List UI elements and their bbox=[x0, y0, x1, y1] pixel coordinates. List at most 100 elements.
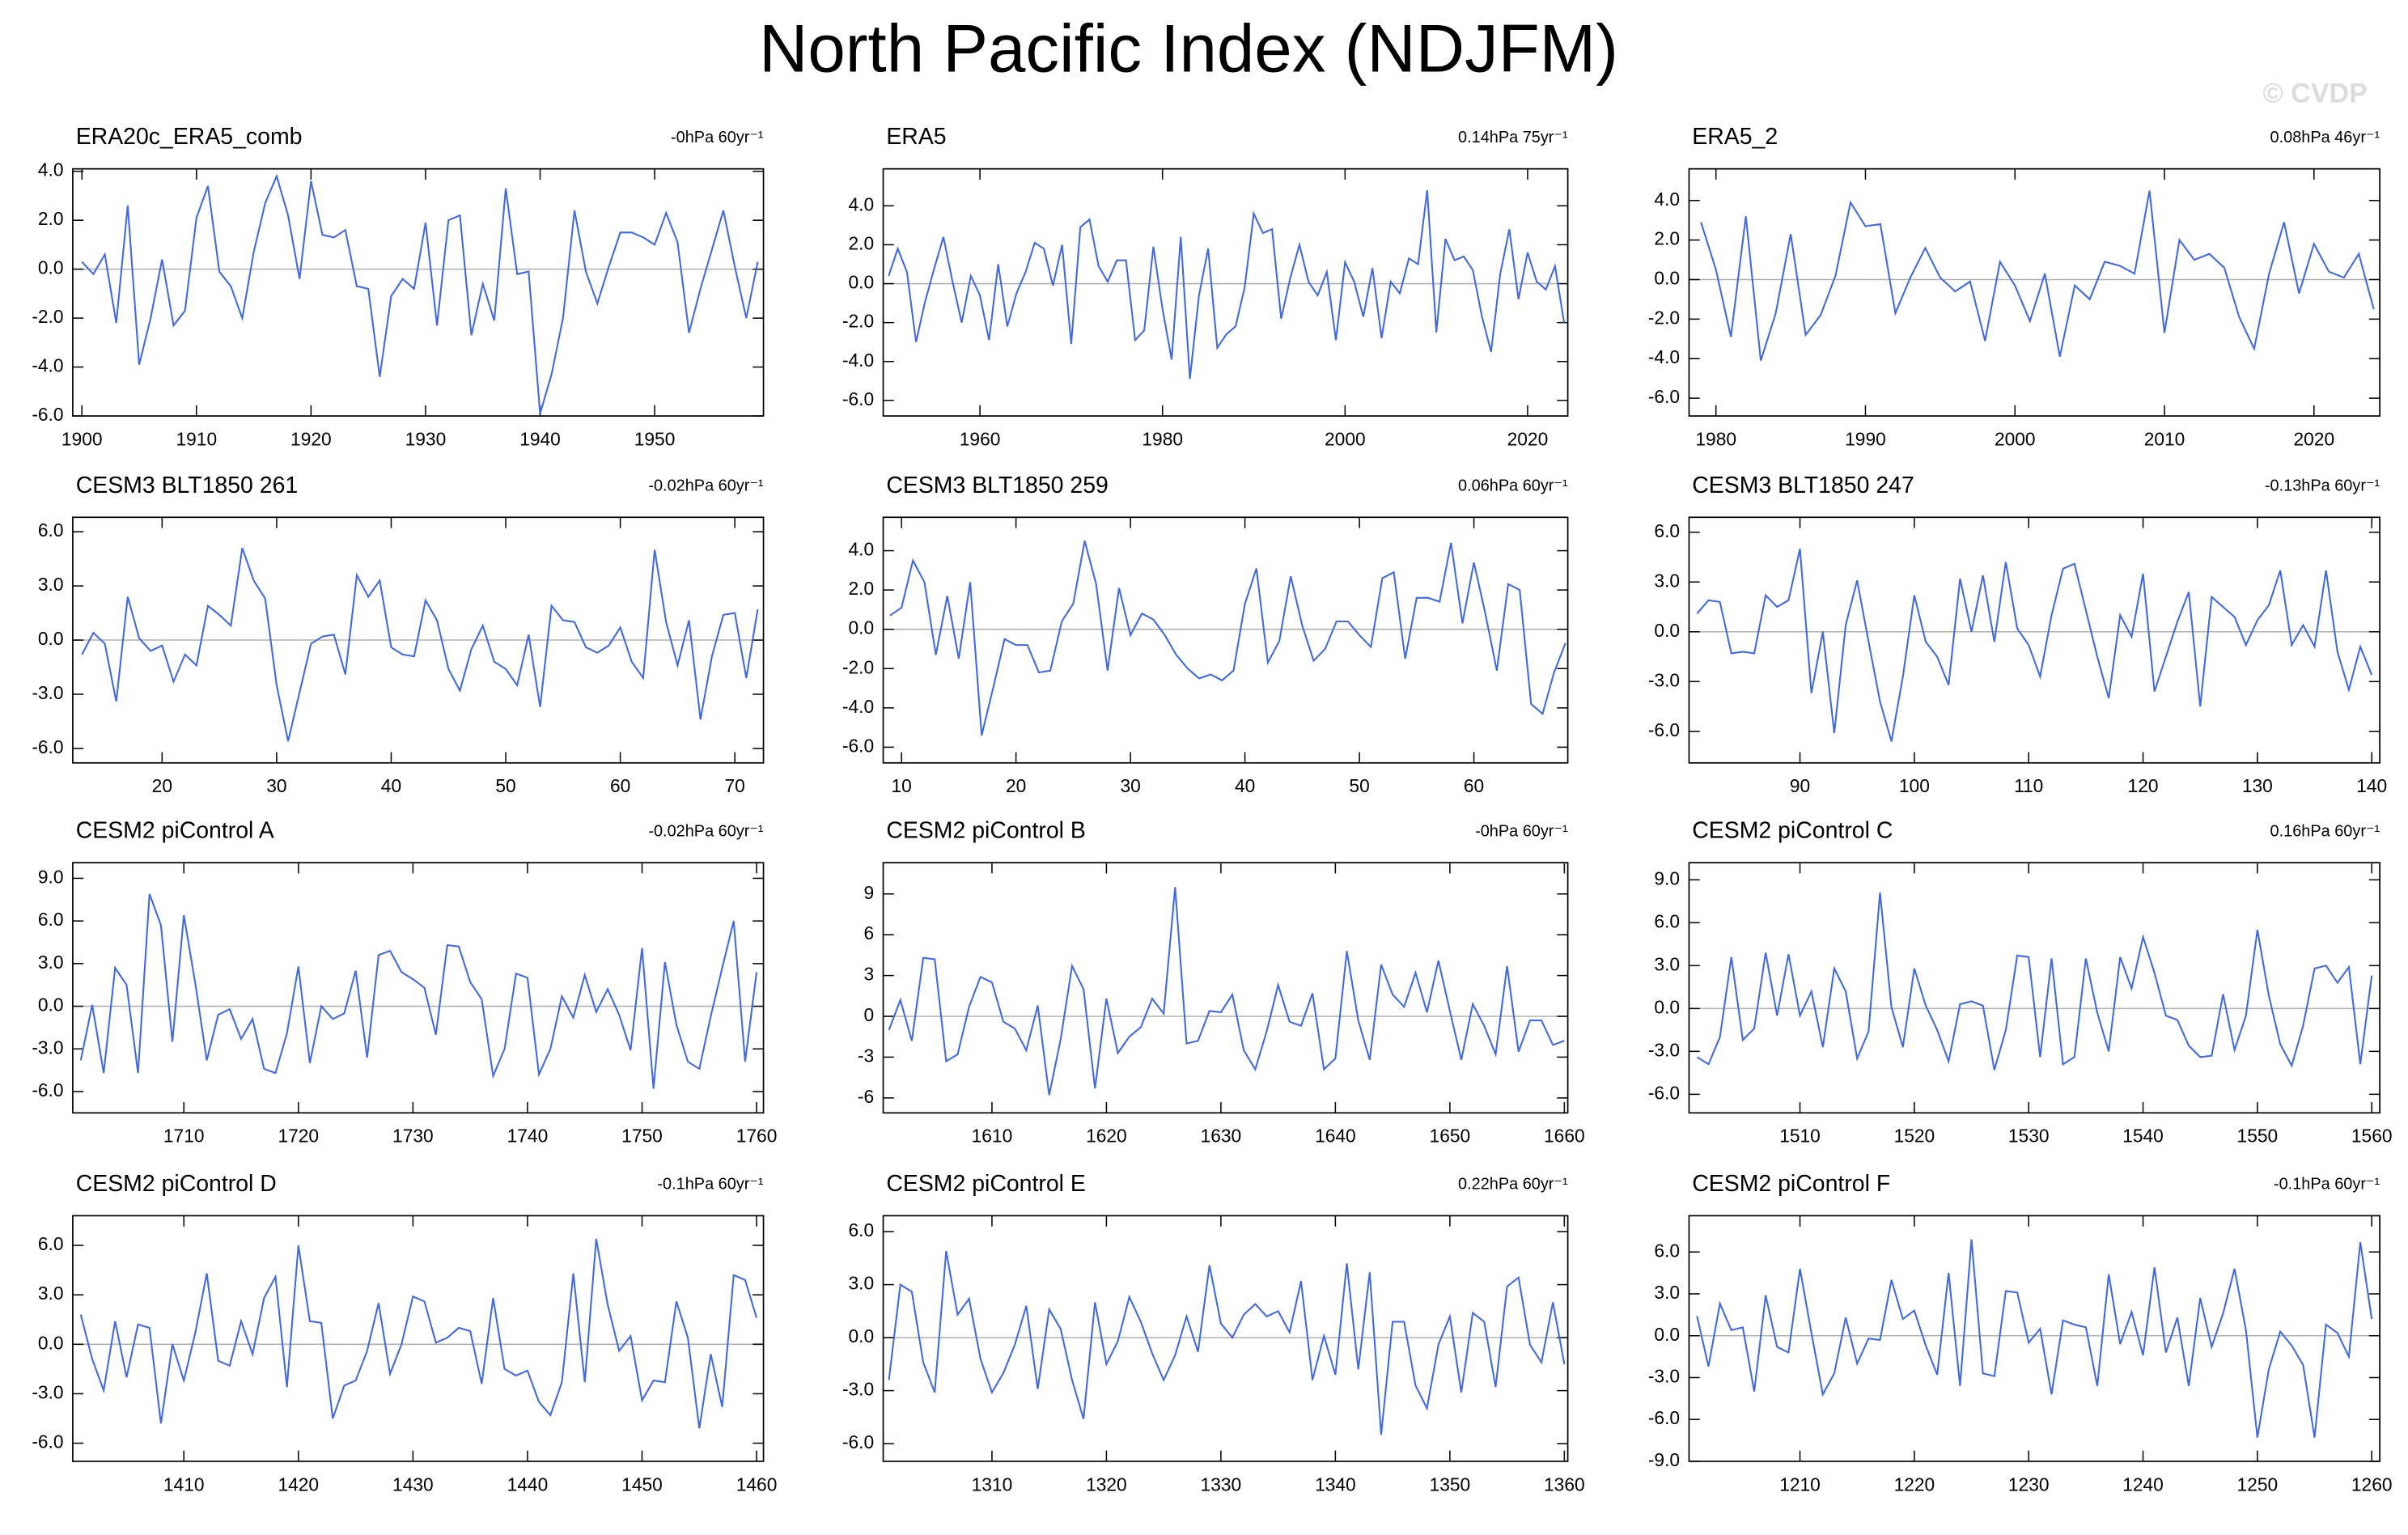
y-tick-label: 3.0 bbox=[1654, 1282, 1680, 1303]
x-tick-label: 1310 bbox=[972, 1474, 1013, 1495]
y-tick-label: 3.0 bbox=[1654, 953, 1680, 974]
y-tick-label: -3.0 bbox=[1648, 1365, 1680, 1386]
y-tick-label: 0.0 bbox=[1654, 1324, 1680, 1345]
panel-title: CESM3 BLT1850 261 bbox=[76, 473, 299, 498]
x-tick-label: 60 bbox=[610, 775, 630, 796]
y-tick-label: 3.0 bbox=[38, 952, 64, 973]
y-tick-label: 0.0 bbox=[38, 1332, 64, 1353]
trend-annotation: -0hPa 60yr⁻¹ bbox=[1475, 822, 1568, 840]
y-tick-label: 4.0 bbox=[38, 159, 64, 180]
x-tick-label: 10 bbox=[892, 775, 912, 796]
plot-frame bbox=[72, 167, 765, 417]
x-tick-label: 1530 bbox=[2008, 1126, 2050, 1147]
x-tick-label: 140 bbox=[2356, 775, 2387, 796]
trend-annotation: -0.13hPa 60yr⁻¹ bbox=[2265, 477, 2380, 495]
y-tick-label: 3.0 bbox=[849, 1273, 875, 1294]
y-tick-label: 0 bbox=[863, 1004, 874, 1025]
y-tick-label: -6.0 bbox=[1648, 719, 1680, 740]
trend-annotation: -0.02hPa 60yr⁻¹ bbox=[648, 822, 764, 840]
y-tick-label: 3.0 bbox=[38, 1283, 64, 1304]
panel-title: CESM2 piControl E bbox=[886, 1171, 1086, 1197]
y-tick-label: 6.0 bbox=[38, 909, 64, 930]
x-tick-label: 1720 bbox=[278, 1126, 319, 1147]
x-tick-label: 1660 bbox=[1544, 1126, 1585, 1147]
y-tick-label: 9.0 bbox=[1654, 867, 1680, 888]
y-tick-label: -3 bbox=[858, 1045, 874, 1066]
x-tick-label: 120 bbox=[2128, 775, 2159, 796]
y-tick-label: -6.0 bbox=[32, 736, 63, 757]
trend-annotation: 0.08hPa 46yr⁻¹ bbox=[2270, 129, 2380, 146]
y-tick-label: -4.0 bbox=[842, 696, 874, 717]
y-tick-label: -4.0 bbox=[32, 355, 63, 376]
x-tick-label: 1940 bbox=[519, 428, 561, 449]
x-tick-label: 1640 bbox=[1315, 1126, 1356, 1147]
x-tick-label: 1650 bbox=[1430, 1126, 1471, 1147]
y-tick-label: 6.0 bbox=[849, 1219, 875, 1240]
y-tick-label: -6.0 bbox=[1648, 1407, 1680, 1428]
plot-frame bbox=[882, 862, 1569, 1114]
x-tick-label: 70 bbox=[725, 775, 745, 796]
panel-title: CESM2 piControl D bbox=[76, 1171, 277, 1197]
x-tick-label: 90 bbox=[1790, 775, 1810, 796]
x-tick-label: 1750 bbox=[621, 1126, 663, 1147]
y-tick-label: -6.0 bbox=[842, 1431, 874, 1452]
plot-frame bbox=[882, 516, 1569, 764]
x-tick-label: 1430 bbox=[392, 1474, 434, 1495]
panel-title: CESM2 piControl B bbox=[886, 818, 1086, 844]
data-line bbox=[81, 547, 759, 742]
plot-frame bbox=[72, 862, 765, 1114]
plot-frame bbox=[1688, 516, 2380, 764]
x-tick-label: 20 bbox=[152, 775, 172, 796]
x-tick-label: 2010 bbox=[2144, 428, 2185, 449]
x-tick-label: 1510 bbox=[1779, 1126, 1821, 1147]
y-tick-label: 4.0 bbox=[849, 539, 875, 560]
panel-title: CESM3 BLT1850 247 bbox=[1692, 473, 1914, 498]
y-tick-label: 0.0 bbox=[849, 272, 875, 293]
plot-frame bbox=[72, 516, 765, 764]
x-tick-label: 1340 bbox=[1315, 1474, 1356, 1495]
trend-annotation: -0.02hPa 60yr⁻¹ bbox=[648, 477, 764, 495]
x-tick-label: 1980 bbox=[1142, 428, 1183, 449]
y-tick-label: 6.0 bbox=[1654, 910, 1680, 931]
x-tick-label: 50 bbox=[1349, 775, 1369, 796]
x-tick-label: 40 bbox=[1235, 775, 1255, 796]
y-tick-label: 0.0 bbox=[849, 1325, 875, 1346]
x-tick-label: 130 bbox=[2242, 775, 2273, 796]
y-tick-label: -6 bbox=[858, 1086, 874, 1107]
y-tick-label: 3 bbox=[863, 964, 874, 985]
plot-frame bbox=[1688, 1215, 2380, 1462]
y-tick-label: -6.0 bbox=[32, 404, 63, 425]
y-tick-label: 0.0 bbox=[849, 617, 875, 638]
plot-frame bbox=[882, 1215, 1569, 1462]
x-tick-label: 1730 bbox=[392, 1126, 434, 1147]
y-tick-label: 0.0 bbox=[38, 257, 64, 278]
x-tick-label: 40 bbox=[381, 775, 401, 796]
x-tick-label: 1320 bbox=[1086, 1474, 1127, 1495]
x-tick-label: 1460 bbox=[736, 1474, 778, 1495]
y-tick-label: -2.0 bbox=[842, 311, 874, 332]
y-tick-label: -2.0 bbox=[1648, 307, 1680, 328]
y-tick-label: -6.0 bbox=[1648, 386, 1680, 407]
y-tick-label: -9.0 bbox=[1648, 1449, 1680, 1470]
y-tick-label: -3.0 bbox=[32, 1381, 63, 1402]
x-tick-label: 1240 bbox=[2122, 1474, 2164, 1495]
x-tick-label: 110 bbox=[2014, 775, 2043, 796]
x-tick-label: 1220 bbox=[1894, 1474, 1935, 1495]
y-tick-label: 0.0 bbox=[1654, 996, 1680, 1017]
x-tick-label: 1440 bbox=[507, 1474, 549, 1495]
y-tick-label: -2.0 bbox=[32, 306, 63, 327]
data-line bbox=[1696, 549, 2373, 742]
x-tick-label: 60 bbox=[1464, 775, 1484, 796]
plot-frame bbox=[1688, 862, 2380, 1114]
trend-annotation: -0.1hPa 60yr⁻¹ bbox=[2274, 1176, 2380, 1194]
x-tick-label: 1620 bbox=[1086, 1126, 1127, 1147]
y-tick-label: 6.0 bbox=[1654, 1240, 1680, 1261]
y-tick-label: 9 bbox=[863, 882, 874, 903]
y-tick-label: 9.0 bbox=[38, 866, 64, 887]
x-tick-label: 1520 bbox=[1894, 1126, 1935, 1147]
panel-title: CESM2 piControl A bbox=[76, 818, 274, 844]
x-tick-label: 100 bbox=[1899, 775, 1930, 796]
watermark: © CVDP bbox=[2262, 78, 2367, 109]
